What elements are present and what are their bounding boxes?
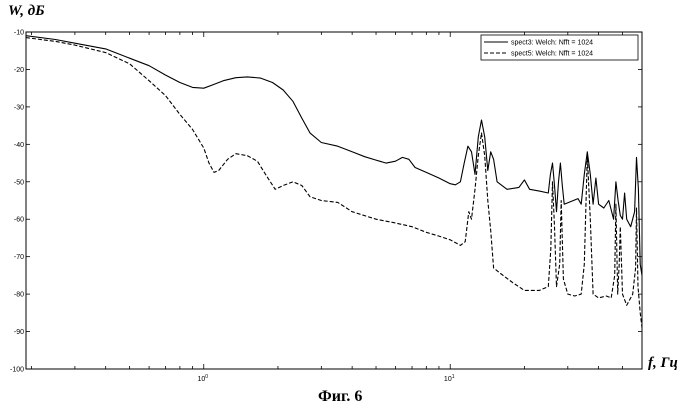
y-tick-label: -70	[14, 254, 24, 261]
legend-label-series-2: spect5: Welch: Nfft = 1024	[511, 51, 593, 58]
y-tick-label: -80	[14, 292, 24, 299]
x-axis-title: f, Гц	[648, 355, 678, 371]
x-tick-label: 100	[197, 374, 208, 383]
x-tick-exponent: 1	[452, 374, 455, 380]
y-tick-label: -10	[14, 30, 24, 37]
legend-label-series-1: spect3: Welch: Nfft = 1024	[511, 40, 593, 47]
legend: spect3: Welch: Nfft = 1024 spect5: Welch…	[481, 35, 638, 60]
figure-caption: Фиг. 6	[318, 388, 362, 405]
y-tick-label: -30	[14, 104, 24, 111]
y-tick-label: -90	[14, 329, 24, 336]
plot-area	[26, 32, 642, 369]
x-tick-exponent: 0	[205, 374, 208, 380]
y-tick-label: -60	[14, 217, 24, 224]
x-tick-label: 101	[444, 374, 455, 383]
y-tick-label: -100	[10, 367, 24, 374]
y-axis-title: W, дБ	[8, 3, 45, 19]
y-tick-label: -40	[14, 142, 24, 149]
y-tick-label: -20	[14, 67, 24, 74]
y-tick-label: -50	[14, 179, 24, 186]
